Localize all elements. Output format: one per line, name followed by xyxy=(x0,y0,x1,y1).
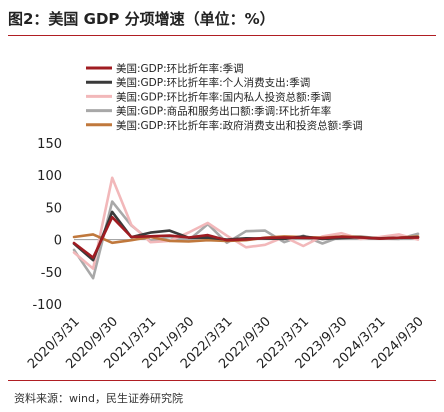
x-axis: 2020/3/312020/9/302021/3/312021/9/302022… xyxy=(25,239,427,372)
line-chart: 美国:GDP:环比折年率:季调美国:GDP:环比折年率:个人消费支出:季调美国:… xyxy=(25,62,427,372)
source-divider xyxy=(8,380,436,381)
legend-entry: 美国:GDP:环比折年率:季调 xyxy=(116,62,244,75)
plot-area xyxy=(72,176,420,280)
title-divider xyxy=(8,35,436,36)
y-tick-label: -100 xyxy=(32,298,62,313)
source-note: 资料来源：wind，民生证券研究院 xyxy=(14,392,184,405)
series-line xyxy=(72,176,420,270)
legend-entry: 美国:GDP:环比折年率:国内私人投资总额:季调 xyxy=(116,90,331,103)
y-tick-label: 0 xyxy=(54,234,62,249)
y-tick-label: -50 xyxy=(41,266,62,281)
chart-title: 图2：美国 GDP 分项增速（单位：%） xyxy=(8,10,275,28)
y-tick-label: 50 xyxy=(45,201,62,216)
legend: 美国:GDP:环比折年率:季调美国:GDP:环比折年率:个人消费支出:季调美国:… xyxy=(86,62,363,132)
legend-entry: 美国:GDP:环比折年率:政府消费支出和投资总额:季调 xyxy=(116,119,363,132)
y-tick-label: 100 xyxy=(37,169,62,184)
y-axis: -100 -50 0 50 100 150 xyxy=(32,137,62,313)
y-tick-label: 150 xyxy=(37,137,62,152)
legend-entry: 美国:GDP:商品和服务出口额:季调:环比折年率 xyxy=(116,105,331,118)
series-line xyxy=(72,215,420,259)
legend-entry: 美国:GDP:环比折年率:个人消费支出:季调 xyxy=(116,76,310,89)
